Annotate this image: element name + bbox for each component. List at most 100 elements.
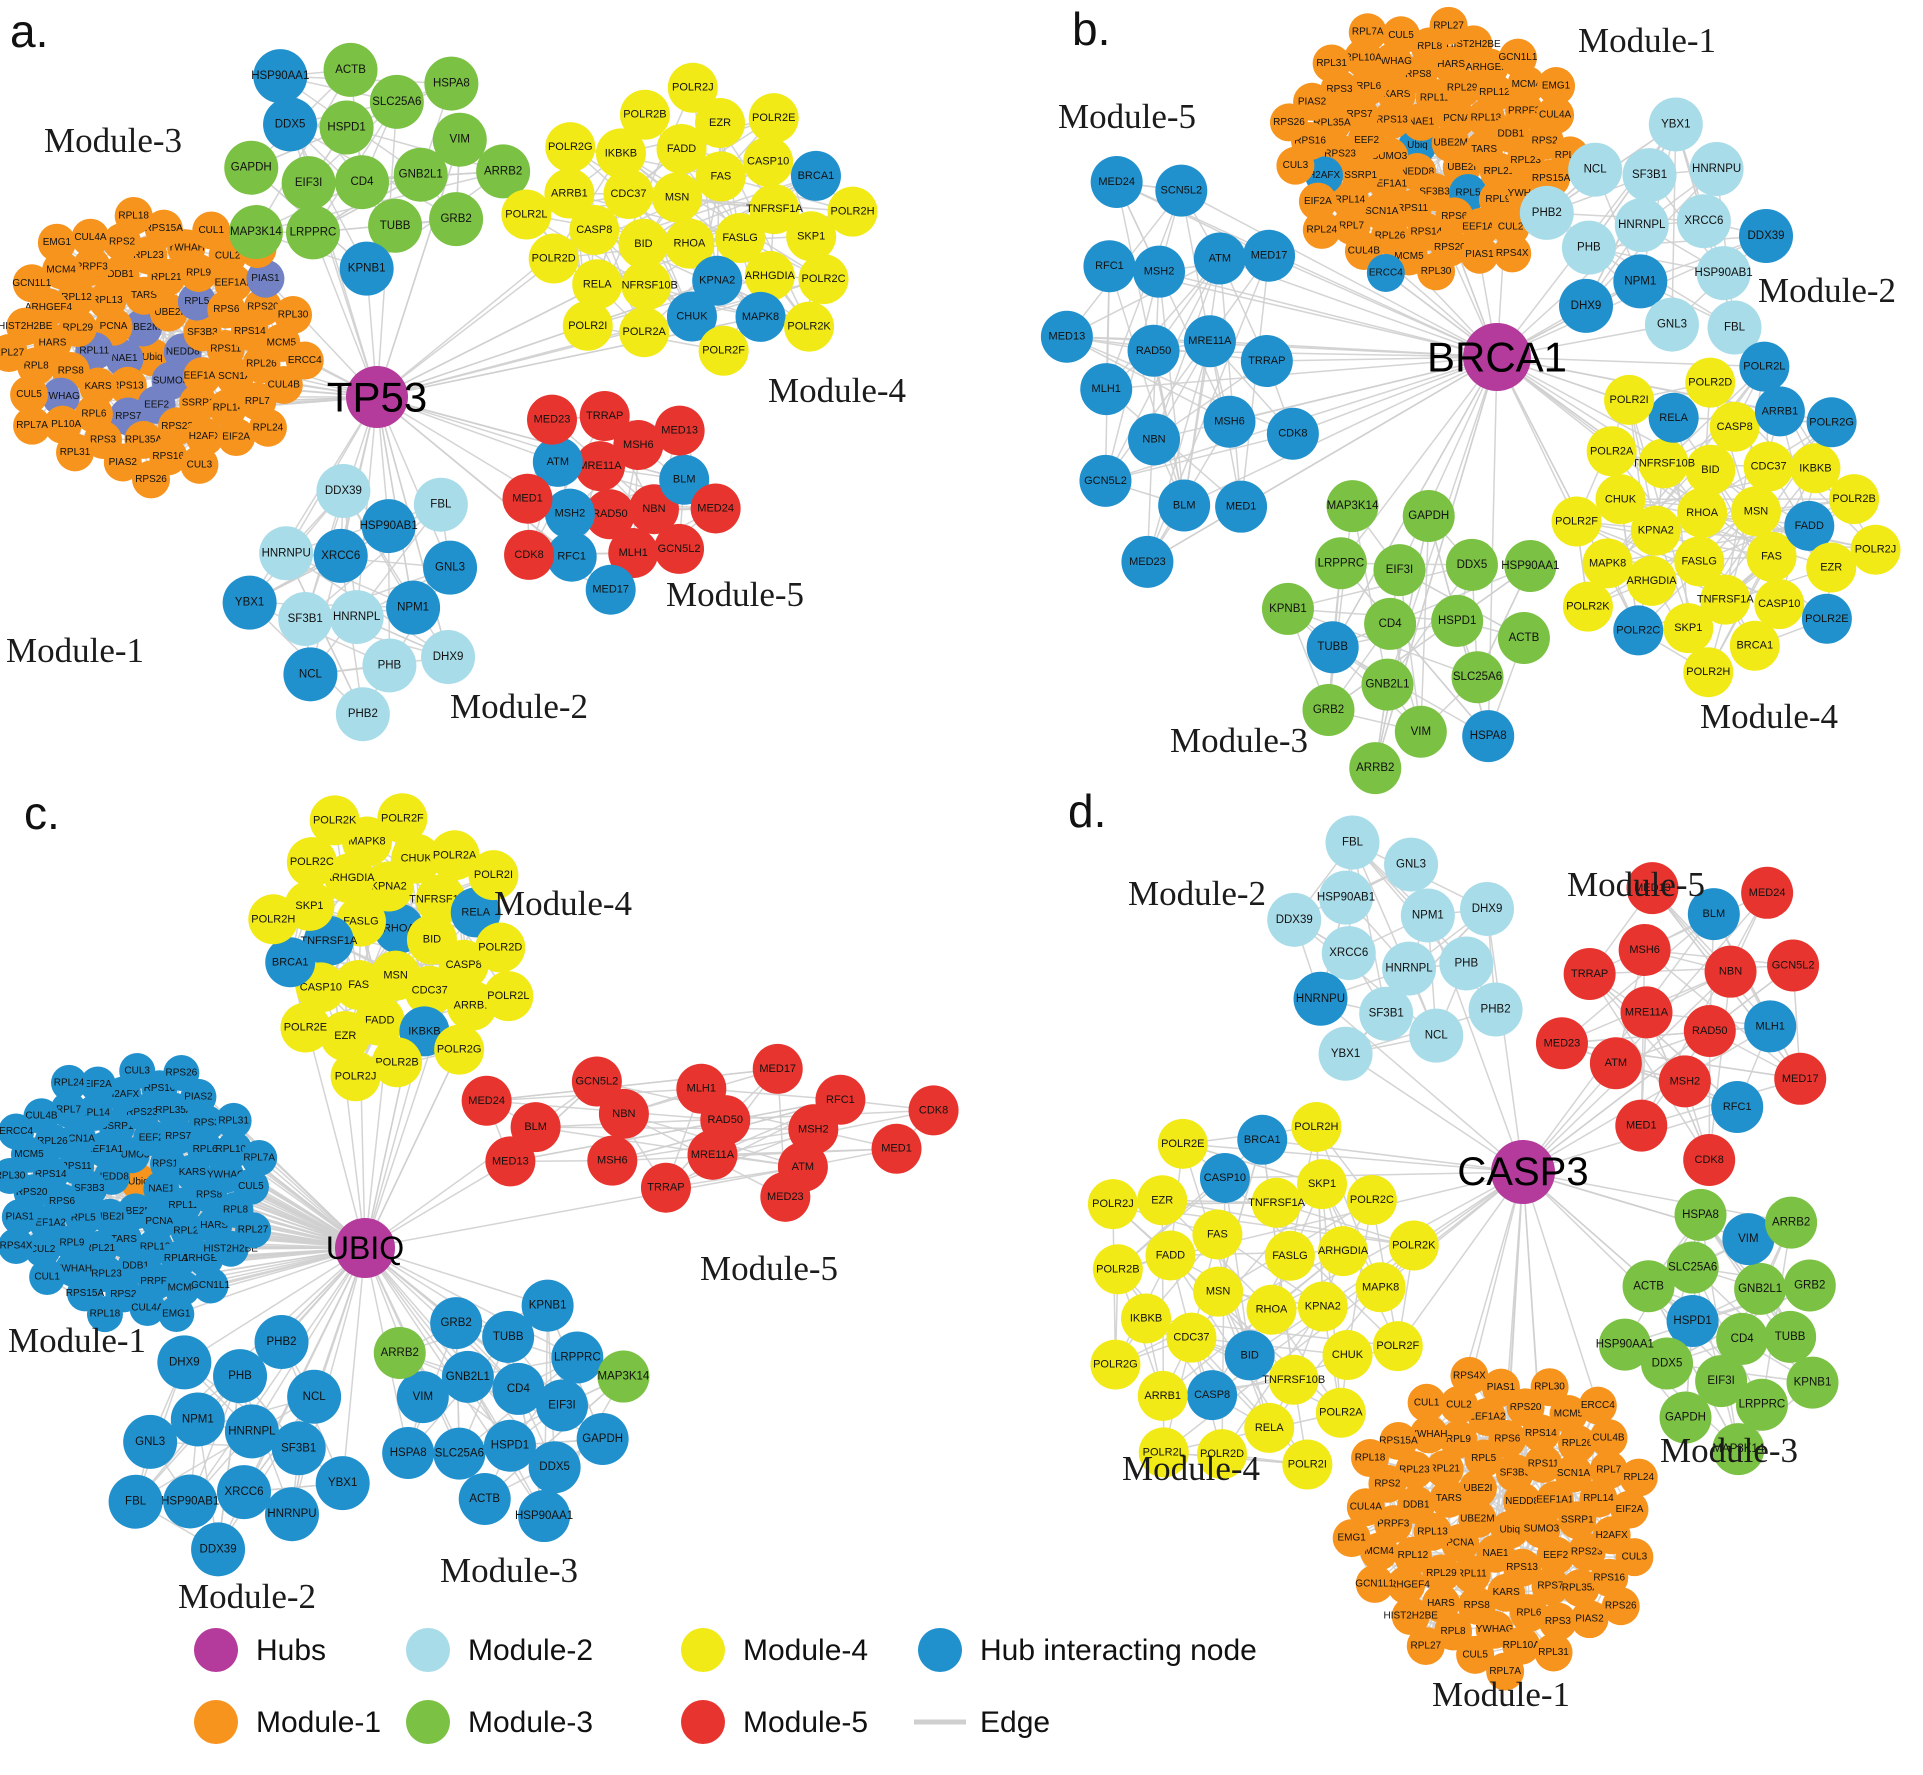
node-GCN5L2[interactable]: GCN5L2: [654, 523, 705, 574]
node-POLR2A[interactable]: POLR2A: [1586, 426, 1637, 477]
node-RPL27[interactable]: RPL27: [1406, 1626, 1445, 1665]
node-RHOA[interactable]: RHOA: [1246, 1284, 1297, 1335]
node-POLR2I[interactable]: POLR2I: [562, 300, 613, 351]
node-MAP3K14[interactable]: MAP3K14: [228, 205, 283, 260]
node-POLR2G[interactable]: POLR2G: [1806, 397, 1857, 448]
node-HSPA8[interactable]: HSPA8: [424, 56, 479, 111]
node-PHB2[interactable]: PHB2: [254, 1315, 309, 1370]
node-POLR2D[interactable]: POLR2D: [1685, 357, 1736, 408]
node-EIF3I[interactable]: EIF3I: [281, 156, 336, 211]
node-POLR2H[interactable]: POLR2H: [248, 894, 299, 945]
node-GCN1L1[interactable]: GCN1L1: [1355, 1564, 1395, 1603]
node-TRRAP[interactable]: TRRAP: [579, 391, 630, 442]
node-DHX9[interactable]: DHX9: [1559, 278, 1614, 333]
hub-node-CASP3[interactable]: CASP3: [1457, 1140, 1589, 1204]
node-GCN5L2[interactable]: GCN5L2: [1767, 939, 1820, 992]
node-RPL7A[interactable]: RPL7A: [1348, 13, 1387, 52]
node-MED17[interactable]: MED17: [752, 1043, 803, 1094]
node-POLR2E[interactable]: POLR2E: [280, 1002, 331, 1053]
node-MED23[interactable]: MED23: [1535, 1017, 1588, 1070]
node-CASP8[interactable]: CASP8: [1709, 401, 1760, 452]
node-HNRNPU[interactable]: HNRNPU: [259, 526, 314, 581]
node-TUBB[interactable]: TUBB: [1306, 621, 1359, 674]
node-CDC37[interactable]: CDC37: [1166, 1312, 1217, 1363]
node-YBX1[interactable]: YBX1: [1648, 97, 1703, 152]
node-BLM[interactable]: BLM: [1158, 479, 1211, 532]
node-CUL1[interactable]: CUL1: [192, 211, 231, 250]
node-CUL4A[interactable]: CUL4A: [71, 218, 110, 257]
node-POLR2G[interactable]: POLR2G: [545, 122, 596, 173]
hub-node-UBIQ[interactable]: UBIQ: [326, 1218, 404, 1278]
node-EIF3I[interactable]: EIF3I: [1373, 544, 1426, 597]
node-RPL7A[interactable]: RPL7A: [13, 406, 52, 445]
node-EIF3I[interactable]: EIF3I: [536, 1379, 589, 1432]
node-MED1[interactable]: MED1: [502, 473, 553, 524]
node-SF3B1[interactable]: SF3B1: [271, 1421, 326, 1476]
node-POLR2J[interactable]: POLR2J: [1850, 524, 1901, 575]
node-POLR2G[interactable]: POLR2G: [1090, 1339, 1141, 1390]
node-MSH6[interactable]: MSH6: [587, 1135, 638, 1186]
node-GRB2[interactable]: GRB2: [1302, 684, 1355, 737]
node-MED17[interactable]: MED17: [1243, 229, 1296, 282]
node-RPL31[interactable]: RPL31: [56, 433, 95, 472]
node-IKBKB[interactable]: IKBKB: [1121, 1293, 1172, 1344]
node-MED17[interactable]: MED17: [585, 564, 636, 615]
node-POLR2C[interactable]: POLR2C: [798, 254, 849, 305]
node-POLR2C[interactable]: POLR2C: [1346, 1175, 1397, 1226]
node-MED13[interactable]: MED13: [1040, 310, 1093, 363]
node-CDC37[interactable]: CDC37: [1743, 441, 1794, 492]
node-RPL31[interactable]: RPL31: [1534, 1633, 1573, 1672]
node-RPS26[interactable]: RPS26: [132, 460, 171, 499]
node-MLH1[interactable]: MLH1: [1080, 363, 1133, 416]
node-HSP90AB1[interactable]: HSP90AB1: [161, 1474, 219, 1529]
node-RELA[interactable]: RELA: [1648, 392, 1699, 443]
node-PHB2[interactable]: PHB2: [335, 687, 390, 742]
node-GCN5L2[interactable]: GCN5L2: [571, 1056, 622, 1107]
node-KPNB1[interactable]: KPNB1: [1261, 582, 1314, 635]
node-DHX9[interactable]: DHX9: [1460, 881, 1515, 936]
node-CDK8[interactable]: CDK8: [908, 1085, 959, 1136]
node-XRCC6[interactable]: XRCC6: [1676, 194, 1731, 249]
node-SCN5L2[interactable]: SCN5L2: [1155, 164, 1208, 217]
node-POLR2H[interactable]: POLR2H: [1291, 1101, 1342, 1152]
node-XRCC6[interactable]: XRCC6: [1321, 926, 1376, 981]
node-LRPPRC[interactable]: LRPPRC: [285, 205, 340, 260]
node-ERCC4[interactable]: ERCC4: [1578, 1386, 1617, 1425]
node-NPM1[interactable]: NPM1: [386, 580, 441, 635]
node-CUL3[interactable]: CUL3: [119, 1053, 156, 1090]
node-BID[interactable]: BID: [1224, 1330, 1275, 1381]
node-CASP10[interactable]: CASP10: [743, 136, 794, 187]
node-GCN5L2[interactable]: GCN5L2: [1079, 454, 1132, 507]
node-POLR2K[interactable]: POLR2K: [309, 795, 360, 846]
node-DDX5[interactable]: DDX5: [263, 97, 318, 152]
node-MLH1[interactable]: MLH1: [676, 1063, 727, 1114]
node-POLR2F[interactable]: POLR2F: [1551, 496, 1602, 547]
node-VIM[interactable]: VIM: [396, 1371, 449, 1424]
node-ERCC4[interactable]: ERCC4: [285, 341, 324, 380]
node-RAD50[interactable]: RAD50: [1127, 324, 1180, 377]
node-RFC1[interactable]: RFC1: [1083, 240, 1136, 293]
node-XRCC6[interactable]: XRCC6: [313, 528, 368, 583]
node-MED1[interactable]: MED1: [1615, 1099, 1668, 1152]
node-NBN[interactable]: NBN: [1128, 413, 1181, 466]
node-FBL[interactable]: FBL: [413, 477, 468, 532]
node-BRCA1[interactable]: BRCA1: [790, 150, 841, 201]
node-FBL[interactable]: FBL: [108, 1474, 163, 1529]
node-MRE11A[interactable]: MRE11A: [1183, 315, 1236, 368]
node-CUL1[interactable]: CUL1: [29, 1258, 66, 1295]
node-MED17[interactable]: MED17: [1774, 1052, 1827, 1105]
node-GNB2L1[interactable]: GNB2L1: [1734, 1262, 1787, 1315]
node-MED23[interactable]: MED23: [526, 394, 577, 445]
node-MED13[interactable]: MED13: [485, 1136, 536, 1187]
node-SLC25A6[interactable]: SLC25A6: [433, 1427, 486, 1480]
node-CUL3[interactable]: CUL3: [1276, 146, 1315, 185]
node-TRRAP[interactable]: TRRAP: [640, 1162, 691, 1213]
node-ACTB[interactable]: ACTB: [1622, 1260, 1675, 1313]
node-CDK8[interactable]: CDK8: [1266, 407, 1319, 460]
node-CUL5[interactable]: CUL5: [1381, 16, 1420, 55]
node-FAS[interactable]: FAS: [1192, 1209, 1243, 1260]
node-POLR2F[interactable]: POLR2F: [698, 325, 749, 376]
node-POLR2H[interactable]: POLR2H: [1683, 647, 1734, 698]
node-MSH2[interactable]: MSH2: [1133, 245, 1186, 298]
node-RPS26[interactable]: RPS26: [1269, 103, 1308, 142]
